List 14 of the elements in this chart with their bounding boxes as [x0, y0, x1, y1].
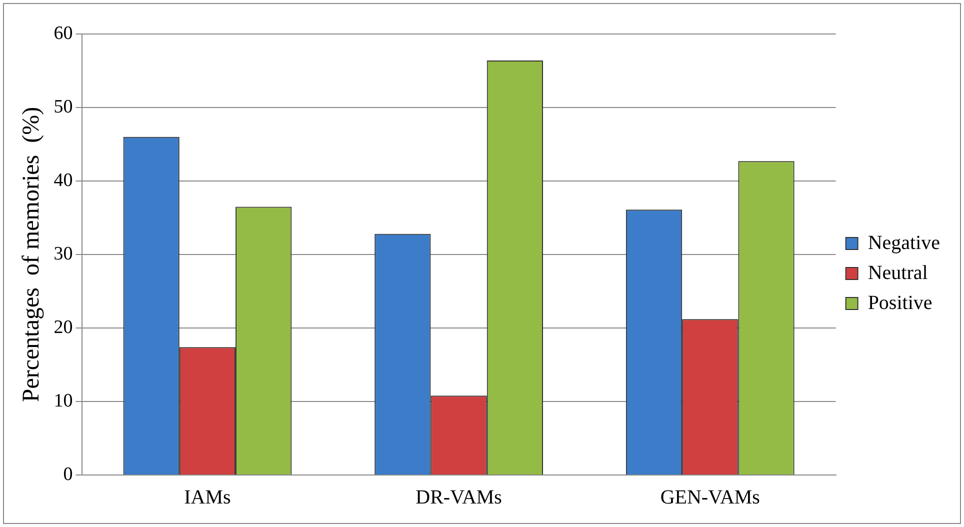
x-tick-label: DR-VAMs — [416, 486, 502, 508]
y-tick-label: 20 — [54, 316, 73, 338]
y-tick-label: 30 — [54, 243, 73, 264]
y-tick-label: 40 — [54, 170, 73, 191]
legend-label: Positive — [868, 292, 932, 314]
y-tick-label: 60 — [54, 22, 73, 44]
legend-label: Neutral — [868, 262, 928, 284]
legend-label: Negative — [868, 232, 940, 254]
y-tick-label: 10 — [54, 390, 73, 412]
y-tick-label: 0 — [63, 464, 73, 485]
y-tick-label: 50 — [54, 96, 73, 118]
y-axis-title: Percentages of memories (%) — [18, 106, 45, 402]
x-tick-label: GEN-VAMs — [660, 486, 760, 508]
x-tick-label: IAMs — [184, 486, 232, 508]
